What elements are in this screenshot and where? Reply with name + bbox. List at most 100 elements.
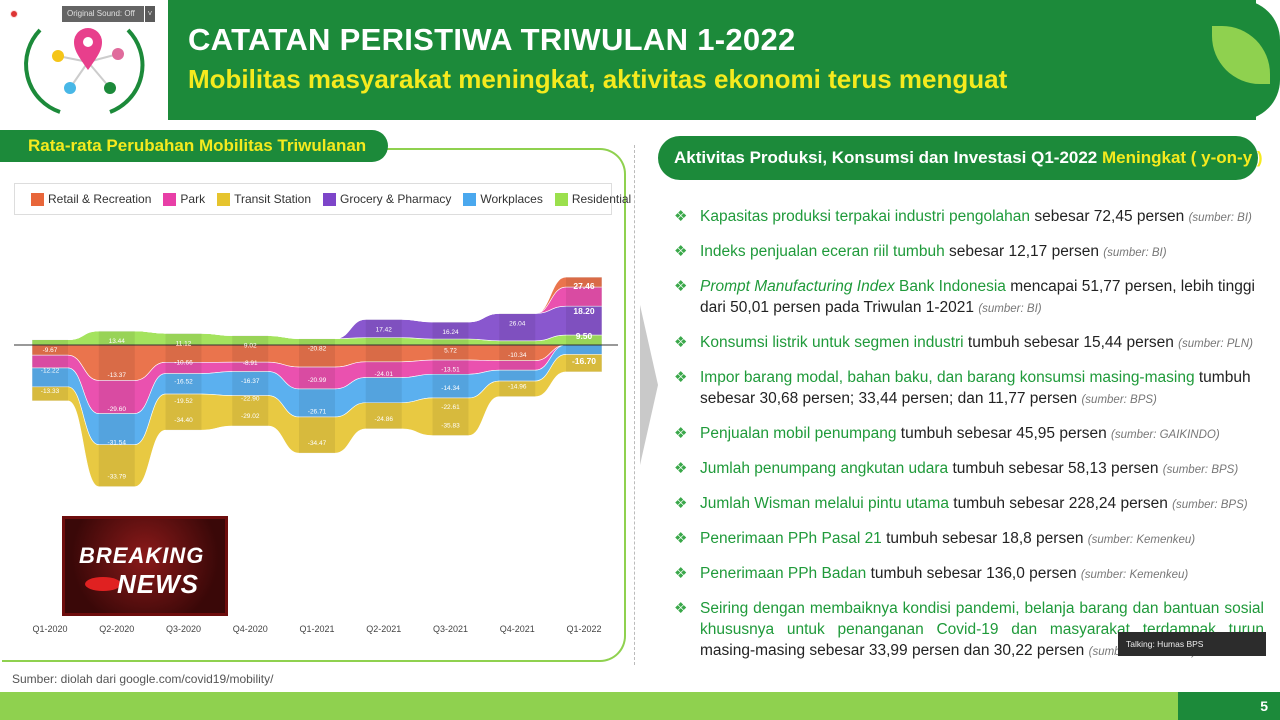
bullet-text: tumbuh sebesar 18,8 persen [881, 530, 1088, 547]
legend-item: Residential [554, 192, 632, 206]
bullet-source: (sumber: BPS) [1081, 394, 1157, 406]
bullet-highlight: Kapasitas produksi terpakai industri pen… [700, 208, 1031, 225]
data-label: -16.37 [241, 378, 260, 385]
data-label: 9.02 [244, 343, 257, 350]
data-label: -12.22 [41, 367, 60, 374]
x-tick-label: Q4-2021 [500, 624, 535, 634]
talking-indicator: Talking: Humas BPS [1118, 632, 1266, 656]
activity-bullet: ❖ Penjualan mobil penumpang tumbuh sebesa… [674, 423, 1264, 446]
bullet-highlight: Bank Indonesia [894, 278, 1006, 295]
x-tick-label: Q3-2021 [433, 624, 468, 634]
diamond-bullet-icon: ❖ [674, 425, 688, 442]
diamond-bullet-icon: ❖ [674, 278, 688, 295]
diamond-bullet-icon: ❖ [674, 530, 688, 547]
legend-item: Workplaces [463, 192, 543, 206]
legend-label: Park [180, 192, 206, 206]
x-tick-label: Q2-2021 [366, 624, 401, 634]
legend-item: Grocery & Pharmacy [323, 192, 451, 206]
diamond-bullet-icon: ❖ [674, 208, 688, 225]
data-label: -13.37 [108, 372, 127, 379]
activity-bullet: ❖ Jumlah penumpang angkutan udara tumbuh … [674, 458, 1264, 481]
legend-label: Transit Station [234, 192, 311, 206]
data-label: -8.91 [243, 360, 258, 367]
legend-label: Workplaces [480, 192, 543, 206]
bullet-text: mencapai 51,77 persen, lebih tinggi dari… [700, 278, 1255, 316]
bullet-text: masing-masing sebesar 33,99 persen dan 3… [700, 642, 1089, 659]
data-label: -13.51 [441, 366, 460, 373]
data-label: 5.72 [444, 348, 457, 355]
activity-bullet: ❖ Konsumsi listrik untuk segmen industri … [674, 332, 1264, 355]
bullet-source: (sumber: BPS) [1172, 499, 1248, 511]
divider [634, 145, 635, 665]
bullet-source: (sumber: BI) [978, 303, 1042, 315]
bullet-text: tumbuh sebesar 30,68 persen; 33,44 perse… [700, 369, 1251, 407]
activity-bullet: ❖ Kapasitas produksi terpakai industri pe… [674, 206, 1264, 229]
x-tick-label: Q3-2020 [166, 624, 201, 634]
diamond-bullet-icon: ❖ [674, 460, 688, 477]
data-label: -14.34 [441, 385, 460, 392]
bullet-text: sebesar 72,45 persen [1030, 208, 1189, 225]
data-label: -10.34 [508, 352, 527, 359]
quarter-column [499, 313, 536, 397]
activity-bullet: ❖ Penerimaan PPh Pasal 21 tumbuh sebesar … [674, 528, 1264, 551]
activity-bullet-list: ❖ Kapasitas produksi terpakai industri pe… [674, 206, 1264, 675]
legend-swatch [554, 192, 568, 206]
data-label: -20.82 [308, 346, 327, 353]
breaking-news-overlay: BREAKING NEWS [62, 516, 228, 616]
data-label: -26.71 [308, 409, 327, 416]
x-tick-label: Q4-2020 [233, 624, 268, 634]
chevron-down-icon[interactable]: ˅ [145, 6, 155, 22]
bullet-text: tumbuh sebesar 15,44 persen [963, 334, 1179, 351]
bullet-highlight: Jumlah Wisman melalui pintu utama [700, 495, 949, 512]
diamond-bullet-icon: ❖ [674, 600, 688, 617]
data-label: -20.99 [308, 377, 327, 384]
activity-bullet: ❖ Indeks penjualan eceran riil tumbuh seb… [674, 241, 1264, 264]
bullet-highlight: Indeks penjualan eceran riil tumbuh [700, 243, 945, 260]
data-label: -34.47 [308, 440, 327, 447]
original-sound-toggle[interactable]: Original Sound: Off [62, 6, 144, 22]
mobility-logo-icon [24, 28, 145, 114]
activity-title-text: Aktivitas Produksi, Konsumsi dan Investa… [674, 148, 1102, 167]
bullet-source: (sumber: Kemenkeu) [1087, 534, 1196, 546]
bullet-highlight: Penjualan mobil penumpang [700, 425, 897, 442]
activity-bullet: ❖ Jumlah Wisman melalui pintu utama tumbu… [674, 493, 1264, 516]
news-text: NEWS [117, 569, 199, 599]
x-tick-label: Q1-2021 [299, 624, 334, 634]
recording-indicator-icon [10, 10, 18, 18]
legend-swatch [217, 192, 231, 206]
chart-section-title: Rata-rata Perubahan Mobilitas Triwulanan [0, 130, 388, 162]
legend-swatch [31, 192, 44, 206]
legend-swatch [463, 192, 477, 206]
page-subtitle: Mobilitas masyarakat meningkat, aktivita… [188, 64, 1008, 94]
legend-item: Transit Station [217, 192, 311, 206]
bullet-text: tumbuh sebesar 58,13 persen [948, 460, 1163, 477]
page-number: 5 [1178, 692, 1280, 720]
header-bar [168, 0, 1280, 120]
bullet-text: sebesar 12,17 persen [944, 243, 1104, 260]
activity-bullet: ❖ Prompt Manufacturing Index Bank Indones… [674, 276, 1264, 320]
data-label: 18.20 [573, 306, 595, 316]
data-label: 13.44 [109, 338, 126, 345]
bullet-text: tumbuh sebesar 228,24 persen [948, 495, 1173, 512]
data-label: -29.60 [108, 406, 127, 413]
legend-label: Residential [571, 192, 632, 206]
bullet-source: (sumber: BI) [1188, 212, 1252, 224]
legend-item: Park [163, 192, 205, 206]
bullet-highlight: Impor barang modal, bahan baku, dan bara… [700, 369, 1195, 386]
x-tick-label: Q1-2022 [566, 624, 601, 634]
data-label: -35.83 [441, 423, 460, 430]
mobility-chart: -9.67 -12.22 -13.33 13.44 -13.37 -29.60 -31.54… [14, 276, 618, 634]
data-label: -9.67 [43, 347, 58, 354]
data-label: 9.50 [576, 331, 593, 341]
bullet-source: (sumber: PLN) [1178, 338, 1253, 350]
bullet-highlight: Konsumsi listrik untuk segmen industri [700, 334, 964, 351]
band-retail-recreation [32, 276, 603, 341]
bullet-highlight: Penerimaan PPh Pasal 21 [700, 530, 882, 547]
legend-swatch [323, 192, 336, 206]
bullet-text: tumbuh sebesar 45,95 persen [896, 425, 1112, 442]
bullet-text: tumbuh sebesar 136,0 persen [866, 565, 1081, 582]
data-label: -24.86 [375, 416, 394, 423]
bullet-source: (sumber: Kemenkeu) [1080, 569, 1189, 581]
diamond-bullet-icon: ❖ [674, 334, 688, 351]
data-label: -31.54 [108, 440, 127, 447]
